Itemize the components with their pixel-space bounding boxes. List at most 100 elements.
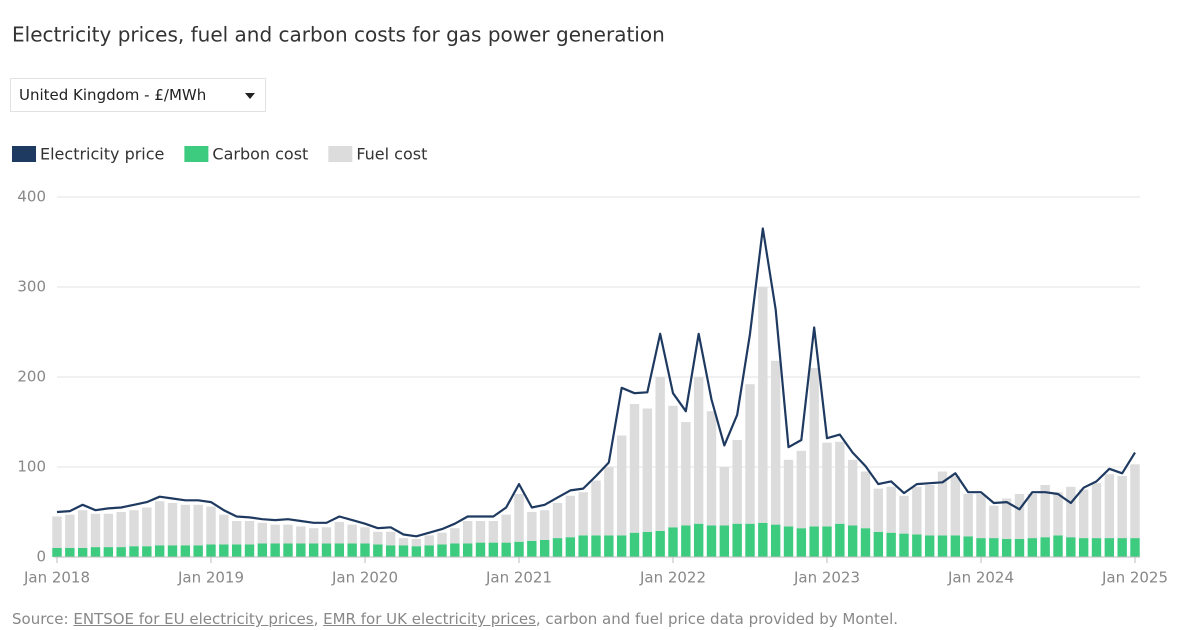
bar-segment — [527, 512, 537, 541]
bar-segment — [655, 377, 665, 531]
bar-segment — [385, 545, 396, 557]
bar-segment — [758, 287, 768, 523]
y-tick-label: 100 — [17, 458, 46, 476]
bar-segment — [501, 514, 511, 543]
bar-segment — [976, 538, 986, 557]
bar-segment — [231, 521, 242, 545]
bar-segment — [732, 523, 742, 557]
bar-segment — [809, 526, 819, 557]
source-link[interactable]: ENTSOE for EU electricity prices — [73, 610, 314, 628]
x-tick-label: Jan 2022 — [639, 569, 706, 587]
dropdown-label: United Kingdom - £/MWh — [19, 86, 207, 104]
bar-segment — [90, 547, 101, 557]
bar-segment — [437, 544, 447, 557]
bar-segment — [591, 480, 601, 536]
x-tick-label: Jan 2021 — [485, 569, 552, 587]
bar-segment — [1053, 535, 1063, 557]
price-line — [56, 227, 1136, 538]
bar-segment — [219, 514, 229, 545]
legend-label: Fuel cost — [356, 145, 427, 164]
bar-segment — [90, 513, 101, 548]
bar-segment — [937, 535, 948, 557]
legend-item[interactable]: Fuel cost — [328, 145, 427, 164]
bar-segment — [604, 535, 614, 557]
bar-segment — [219, 544, 229, 557]
bar-segment — [924, 485, 935, 536]
x-tick-label: Jan 2023 — [793, 569, 860, 587]
bar-segment — [1104, 474, 1115, 539]
bar-segment — [1040, 485, 1050, 538]
bar-segment — [475, 542, 486, 557]
bar-segment — [693, 523, 704, 557]
bar-segment — [167, 545, 178, 557]
bar-segment — [154, 501, 165, 546]
bar-segment — [283, 543, 293, 557]
bar-segment — [154, 545, 165, 557]
region-dropdown[interactable]: United Kingdom - £/MWh — [10, 78, 266, 112]
bar-segment — [616, 435, 627, 536]
bar-segment — [514, 494, 524, 542]
bar-segment — [681, 422, 691, 526]
bar-segment — [52, 548, 62, 557]
bar-segment — [668, 527, 678, 557]
bar-segment — [514, 541, 524, 557]
bar-segment — [257, 522, 268, 544]
bar-segment — [167, 503, 178, 546]
bar-segment — [360, 543, 370, 557]
x-tick-label: Jan 2025 — [1101, 569, 1168, 587]
bar-segment — [65, 548, 75, 557]
bar-segment — [450, 528, 460, 544]
bar-segment — [1027, 538, 1038, 557]
bar-segment — [77, 548, 88, 557]
bar-segment — [950, 476, 961, 536]
bar-segment — [552, 503, 563, 539]
bar-segment — [52, 516, 62, 548]
bar-segment — [270, 543, 280, 557]
x-tick-label: Jan 2024 — [947, 569, 1014, 587]
bar-segment — [886, 532, 896, 557]
bar-segment — [847, 525, 858, 557]
bar-segment — [398, 538, 409, 546]
bar-segment — [475, 521, 486, 543]
bar-segment — [437, 532, 447, 545]
bar-segment — [296, 526, 306, 544]
bar-segment — [796, 528, 807, 557]
bar-segment — [578, 535, 588, 557]
bar-segment — [719, 525, 730, 557]
bar-segment — [462, 543, 473, 557]
bar-segment — [629, 404, 640, 533]
source-link[interactable]: EMR for UK electricity prices — [323, 610, 536, 628]
bar-segment — [924, 535, 935, 557]
legend-swatch — [184, 146, 209, 162]
bar-segment — [1066, 537, 1076, 557]
x-tick-label: Jan 2020 — [331, 569, 398, 587]
legend-label: Electricity price — [40, 145, 164, 164]
bar-segment — [373, 544, 383, 557]
bar-segment — [321, 543, 332, 557]
bar-segment — [886, 486, 896, 533]
bar-segment — [1078, 489, 1089, 539]
bar-segment — [783, 459, 794, 527]
bar-segment — [565, 537, 576, 557]
bar-segment — [103, 513, 114, 548]
bar-segment — [732, 440, 742, 524]
bar-segment — [411, 539, 422, 547]
legend-item[interactable]: Carbon cost — [184, 145, 308, 164]
bar-segment — [77, 510, 88, 548]
bar-segment — [462, 521, 473, 544]
bar-segment — [1091, 538, 1102, 557]
bar-segment — [796, 450, 807, 529]
bar-segment — [860, 528, 871, 557]
bar-segment — [899, 495, 909, 534]
bar-segment — [193, 504, 203, 546]
bar-segment — [424, 535, 434, 546]
legend-item[interactable]: Electricity price — [12, 145, 164, 164]
bar-segment — [655, 530, 665, 557]
bar-segment — [1066, 486, 1076, 538]
source-text: , — [313, 610, 324, 628]
bar-segment — [257, 543, 268, 557]
bar-segment — [1130, 464, 1140, 539]
bar-segment — [270, 524, 280, 544]
